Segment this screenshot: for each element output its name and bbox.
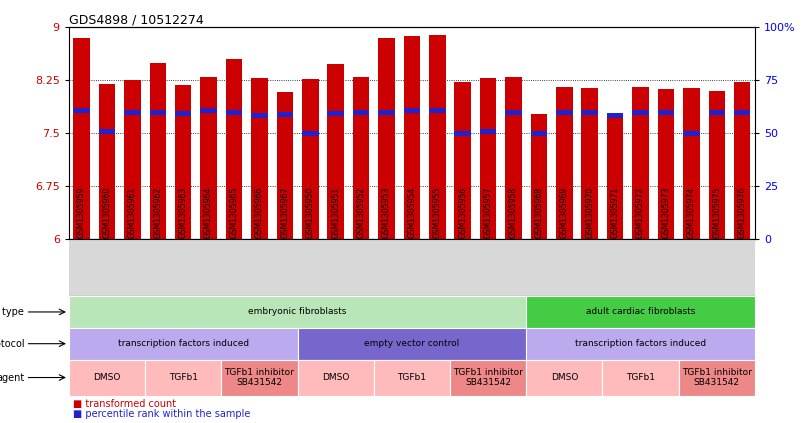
- Text: TGFb1: TGFb1: [626, 373, 655, 382]
- Bar: [297, 328, 526, 360]
- Bar: [251, 78, 267, 239]
- Text: ■ transformed count: ■ transformed count: [73, 398, 176, 409]
- Bar: [327, 111, 344, 116]
- Bar: [709, 91, 725, 239]
- Bar: [683, 88, 700, 239]
- Bar: [226, 110, 242, 115]
- Bar: [99, 129, 115, 135]
- Bar: [531, 113, 548, 239]
- Text: TGFb1: TGFb1: [168, 373, 198, 382]
- Bar: [378, 110, 394, 115]
- Bar: [403, 36, 420, 239]
- Bar: [582, 88, 598, 239]
- Bar: [150, 63, 166, 239]
- Bar: [200, 108, 217, 113]
- Bar: [633, 110, 649, 115]
- Text: DMSO: DMSO: [93, 373, 121, 382]
- Text: TGFb1 inhibitor
SB431542: TGFb1 inhibitor SB431542: [224, 368, 294, 387]
- Bar: [69, 328, 297, 360]
- Bar: [124, 80, 141, 239]
- Bar: [353, 110, 369, 115]
- Bar: [454, 82, 471, 239]
- Bar: [69, 360, 145, 396]
- Bar: [327, 64, 344, 239]
- Bar: [69, 296, 526, 328]
- Text: DMSO: DMSO: [551, 373, 578, 382]
- Bar: [226, 59, 242, 239]
- Bar: [556, 87, 573, 239]
- Bar: [73, 108, 90, 113]
- Text: DMSO: DMSO: [322, 373, 349, 382]
- Bar: [297, 360, 373, 396]
- Bar: [221, 360, 297, 396]
- Bar: [556, 110, 573, 115]
- Bar: [480, 78, 497, 239]
- Bar: [734, 110, 751, 115]
- Bar: [200, 77, 217, 239]
- Text: protocol: protocol: [0, 339, 24, 349]
- Bar: [302, 79, 318, 239]
- Bar: [276, 92, 293, 239]
- Text: embryonic fibroblasts: embryonic fibroblasts: [249, 308, 347, 316]
- Bar: [73, 38, 90, 239]
- Bar: [353, 77, 369, 239]
- Text: TGFb1: TGFb1: [398, 373, 426, 382]
- Bar: [175, 111, 191, 116]
- Text: TGFb1 inhibitor
SB431542: TGFb1 inhibitor SB431542: [682, 368, 752, 387]
- Text: empty vector control: empty vector control: [364, 339, 459, 348]
- Bar: [505, 77, 522, 239]
- Bar: [480, 129, 497, 135]
- Bar: [429, 108, 446, 113]
- Bar: [251, 113, 267, 118]
- Bar: [378, 38, 394, 239]
- Bar: [607, 113, 624, 239]
- Bar: [276, 113, 293, 118]
- Bar: [373, 360, 450, 396]
- Bar: [709, 110, 725, 115]
- Bar: [582, 110, 598, 115]
- Bar: [633, 88, 649, 239]
- Bar: [145, 360, 221, 396]
- Text: GDS4898 / 10512274: GDS4898 / 10512274: [69, 14, 203, 26]
- Bar: [124, 110, 141, 115]
- Bar: [734, 82, 751, 239]
- Bar: [526, 296, 755, 328]
- Bar: [403, 108, 420, 113]
- Bar: [302, 131, 318, 136]
- Text: ■ percentile rank within the sample: ■ percentile rank within the sample: [73, 409, 250, 419]
- Text: transcription factors induced: transcription factors induced: [575, 339, 706, 348]
- Bar: [679, 360, 755, 396]
- Bar: [99, 84, 115, 239]
- Text: cell type: cell type: [0, 307, 24, 317]
- Bar: [658, 89, 674, 239]
- Bar: [658, 110, 674, 115]
- Bar: [150, 110, 166, 115]
- Bar: [526, 360, 603, 396]
- Bar: [450, 360, 526, 396]
- Text: agent: agent: [0, 373, 24, 382]
- Bar: [175, 85, 191, 239]
- Bar: [531, 131, 548, 136]
- Text: transcription factors induced: transcription factors induced: [117, 339, 249, 348]
- Bar: [505, 110, 522, 115]
- Text: TGFb1 inhibitor
SB431542: TGFb1 inhibitor SB431542: [453, 368, 523, 387]
- Bar: [603, 360, 679, 396]
- Bar: [429, 35, 446, 239]
- Text: adult cardiac fibroblasts: adult cardiac fibroblasts: [586, 308, 695, 316]
- Bar: [454, 131, 471, 136]
- Bar: [607, 113, 624, 118]
- Bar: [526, 328, 755, 360]
- Bar: [683, 131, 700, 136]
